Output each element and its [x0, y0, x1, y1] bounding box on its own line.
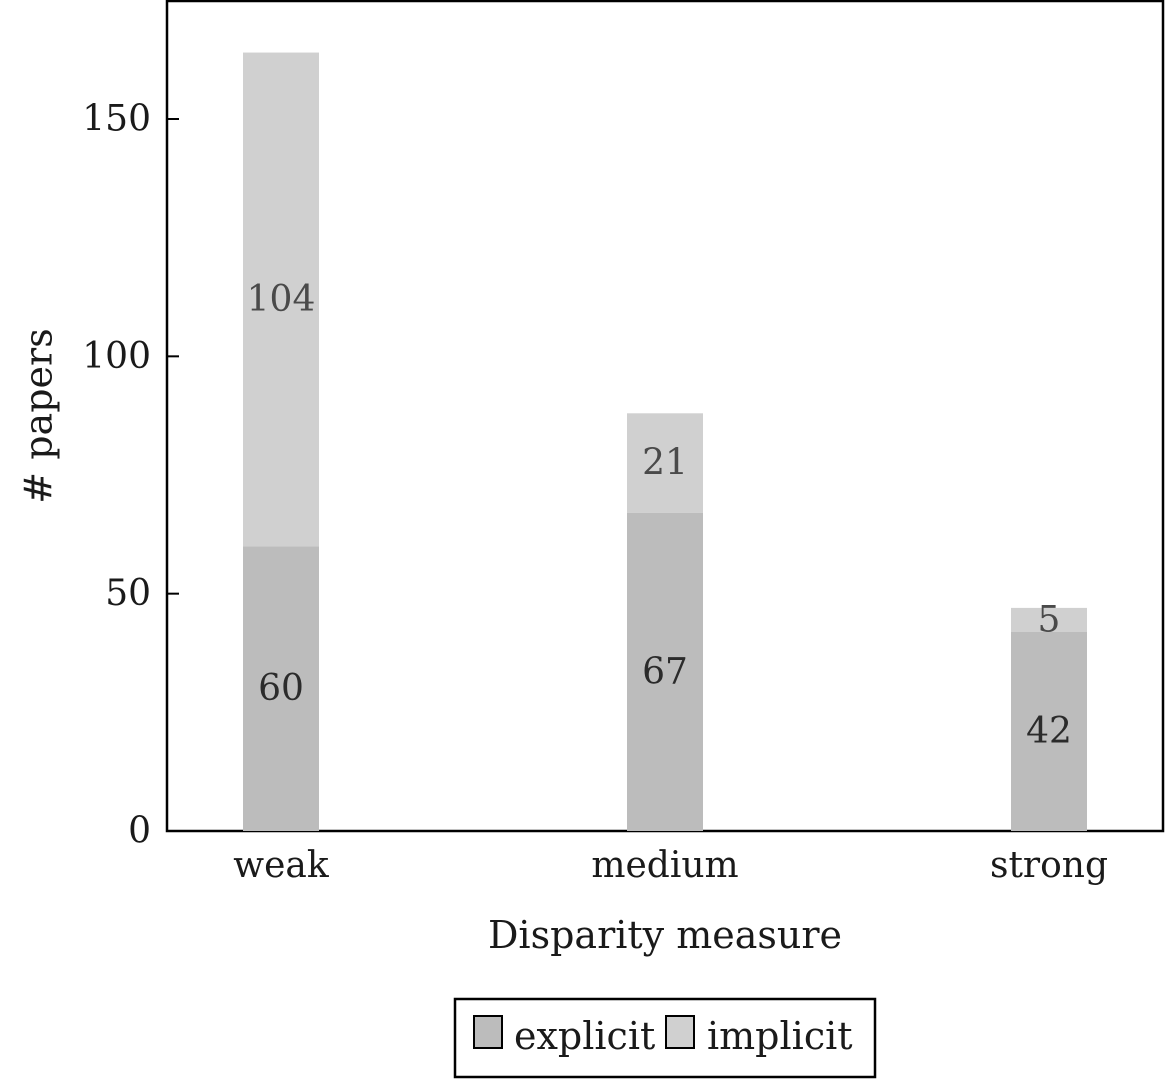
data-label-explicit-medium: 67: [642, 651, 688, 692]
data-label-explicit-weak: 60: [258, 668, 304, 709]
data-label-implicit-medium: 21: [642, 443, 688, 484]
legend-label-explicit: explicit: [514, 1014, 655, 1058]
bar-explicit-strong: [1011, 631, 1087, 831]
y-tick-label-150: 150: [82, 99, 151, 140]
bar-implicit-medium: [627, 413, 703, 513]
y-axis: 0 50 100 150: [82, 99, 179, 852]
legend-swatch-explicit: [473, 1015, 503, 1049]
x-tick-label-weak: weak: [233, 845, 330, 886]
legend: explicit implicit: [453, 997, 877, 1079]
x-axis-title: Disparity measure: [488, 913, 842, 957]
x-tick-label-strong: strong: [990, 845, 1108, 886]
legend-label-implicit: implicit: [707, 1014, 853, 1058]
x-tick-label-medium: medium: [591, 845, 738, 886]
data-labels-layer: 60 104 67 21 42 5: [247, 279, 1072, 752]
bar-explicit-weak: [243, 546, 319, 831]
legend-swatch-implicit: [665, 1015, 695, 1049]
bars-layer: [243, 52, 1087, 831]
y-axis-title: # papers: [17, 328, 61, 503]
data-label-explicit-strong: 42: [1026, 711, 1072, 752]
y-tick-label-100: 100: [82, 336, 151, 377]
x-axis: weak medium strong: [233, 845, 1108, 886]
bar-implicit-weak: [243, 52, 319, 547]
bar-implicit-strong: [1011, 607, 1087, 632]
bar-explicit-medium: [627, 512, 703, 831]
data-label-implicit-weak: 104: [247, 279, 316, 320]
y-tick-label-0: 0: [128, 811, 151, 852]
data-label-implicit-strong: 5: [1038, 599, 1061, 640]
y-tick-label-50: 50: [105, 573, 151, 614]
